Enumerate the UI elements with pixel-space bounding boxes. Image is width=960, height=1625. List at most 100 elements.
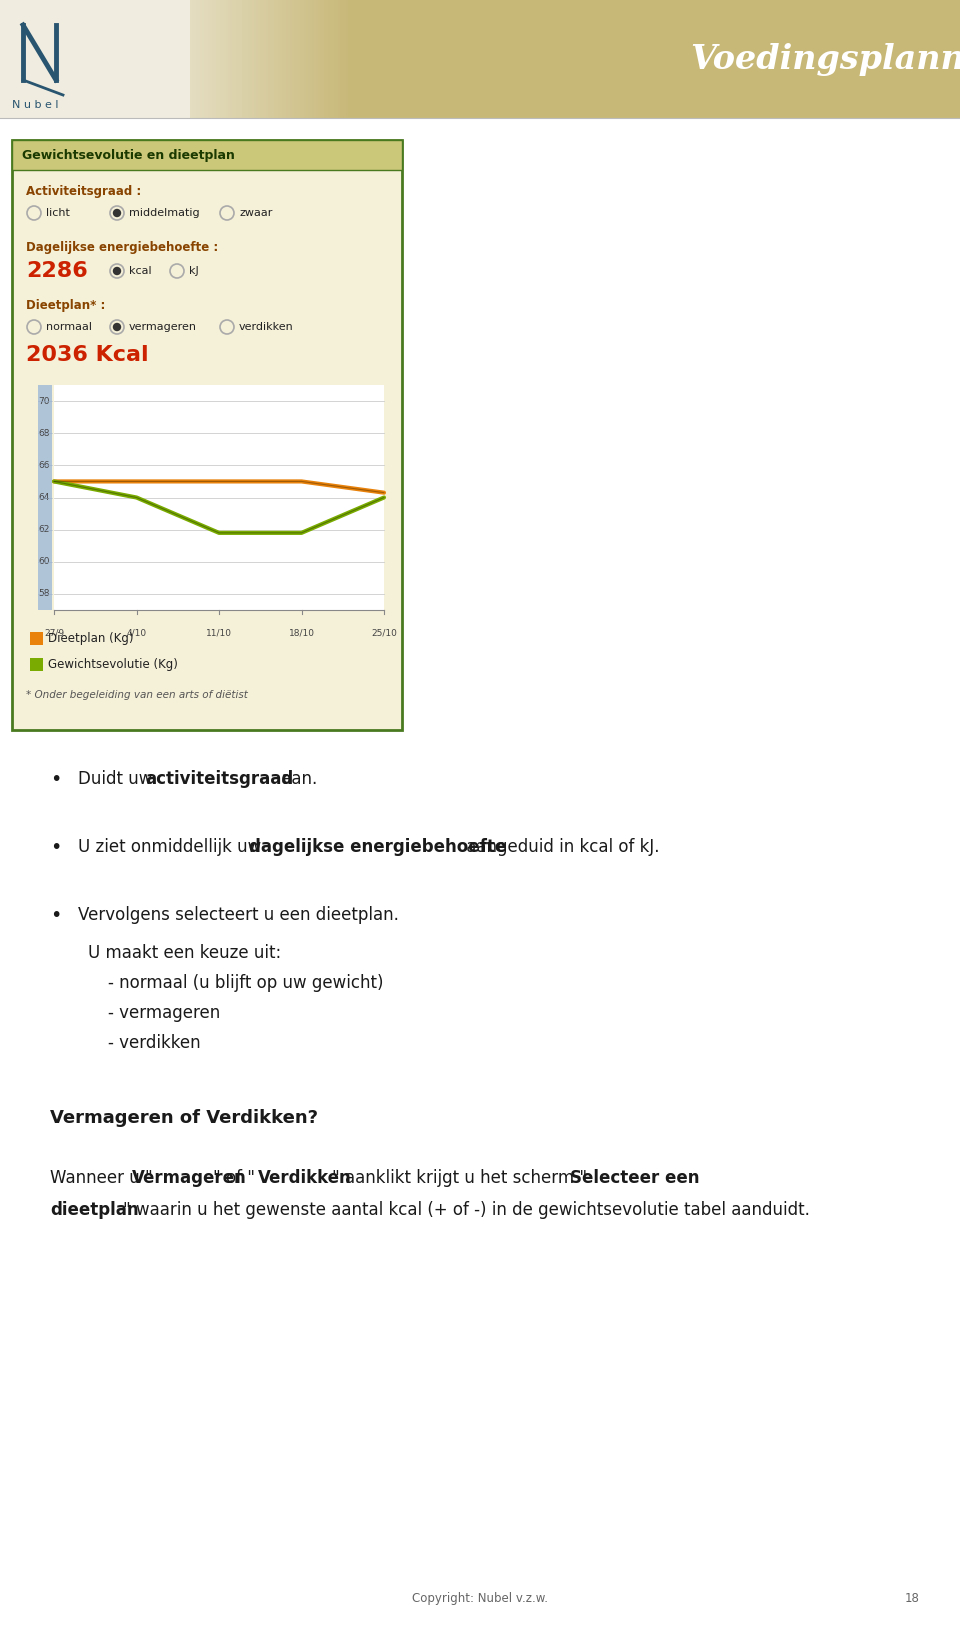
Text: 4/10: 4/10: [127, 627, 147, 637]
Bar: [268, 0, 270, 119]
Text: Gewichtsevolutie en dieetplan: Gewichtsevolutie en dieetplan: [22, 148, 235, 161]
Bar: [12, 140, 402, 171]
Bar: [222, 0, 224, 119]
Text: Dieetplan (Kg): Dieetplan (Kg): [48, 632, 133, 645]
Text: Wanneer u ": Wanneer u ": [50, 1168, 153, 1186]
Bar: [342, 0, 344, 119]
Bar: [30, 632, 43, 645]
Bar: [228, 0, 230, 119]
Bar: [284, 0, 286, 119]
Text: Duidt uw: Duidt uw: [78, 770, 157, 788]
Bar: [190, 0, 192, 119]
Bar: [328, 0, 330, 119]
Bar: [294, 0, 296, 119]
Bar: [38, 385, 52, 609]
Bar: [232, 0, 234, 119]
Bar: [336, 0, 338, 119]
Text: " of ": " of ": [213, 1168, 255, 1186]
Bar: [212, 0, 214, 119]
Bar: [248, 0, 250, 119]
Text: Copyright: Nubel v.z.w.: Copyright: Nubel v.z.w.: [412, 1592, 548, 1606]
Text: vermageren: vermageren: [129, 322, 197, 331]
Bar: [214, 0, 216, 119]
Bar: [282, 0, 284, 119]
Text: - vermageren: - vermageren: [108, 1004, 220, 1022]
Text: dagelijkse energiebehoefte: dagelijkse energiebehoefte: [249, 838, 506, 856]
Text: 60: 60: [38, 557, 50, 565]
Bar: [246, 0, 248, 119]
Bar: [306, 0, 308, 119]
Bar: [54, 385, 384, 609]
Text: •: •: [50, 770, 61, 790]
Text: * Onder begeleiding van een arts of diëtist: * Onder begeleiding van een arts of diët…: [26, 691, 248, 700]
Bar: [264, 0, 266, 119]
Text: 64: 64: [38, 492, 50, 502]
Bar: [296, 0, 298, 119]
Bar: [270, 0, 272, 119]
Bar: [274, 0, 276, 119]
Text: 27/9: 27/9: [44, 627, 64, 637]
Bar: [344, 0, 346, 119]
Bar: [298, 0, 300, 119]
Bar: [290, 0, 292, 119]
Bar: [234, 0, 236, 119]
Text: " aanklikt krijgt u het scherm ": " aanklikt krijgt u het scherm ": [331, 1168, 587, 1186]
Text: Vermageren: Vermageren: [132, 1168, 247, 1186]
Text: 62: 62: [38, 525, 50, 535]
Text: - verdikken: - verdikken: [108, 1034, 201, 1051]
Text: kJ: kJ: [189, 266, 199, 276]
Text: Activiteitsgraad :: Activiteitsgraad :: [26, 185, 141, 198]
Bar: [192, 0, 194, 119]
Text: activiteitsgraad: activiteitsgraad: [145, 770, 293, 788]
Bar: [340, 0, 342, 119]
Text: •: •: [50, 838, 61, 856]
Text: zwaar: zwaar: [239, 208, 273, 218]
Text: N u b e l: N u b e l: [12, 101, 59, 111]
Bar: [312, 0, 314, 119]
Bar: [332, 0, 334, 119]
Text: 18: 18: [905, 1592, 920, 1606]
Text: aan.: aan.: [276, 770, 317, 788]
Text: Vervolgens selecteert u een dieetplan.: Vervolgens selecteert u een dieetplan.: [78, 907, 398, 925]
Text: 2286: 2286: [26, 262, 87, 281]
Text: 58: 58: [38, 590, 50, 598]
Bar: [266, 0, 268, 119]
Bar: [276, 0, 278, 119]
Text: verdikken: verdikken: [239, 322, 294, 331]
Bar: [300, 0, 302, 119]
Text: Gewichtsevolutie (Kg): Gewichtsevolutie (Kg): [48, 658, 178, 671]
Text: Selecteer een: Selecteer een: [569, 1168, 699, 1186]
Bar: [196, 0, 198, 119]
Bar: [254, 0, 256, 119]
Text: normaal: normaal: [46, 322, 92, 331]
Text: aangeduid in kcal of kJ.: aangeduid in kcal of kJ.: [461, 838, 660, 856]
Circle shape: [113, 268, 121, 275]
Text: 25/10: 25/10: [372, 627, 396, 637]
Bar: [286, 0, 288, 119]
Bar: [204, 0, 206, 119]
Text: licht: licht: [46, 208, 70, 218]
Text: U maakt een keuze uit:: U maakt een keuze uit:: [88, 944, 281, 962]
Bar: [302, 0, 304, 119]
Text: 2036 Kcal: 2036 Kcal: [26, 344, 149, 366]
Bar: [330, 0, 332, 119]
Bar: [288, 0, 290, 119]
Text: 18/10: 18/10: [289, 627, 315, 637]
Text: 66: 66: [38, 461, 50, 470]
Bar: [314, 0, 316, 119]
Text: dieetplan: dieetplan: [50, 1201, 138, 1219]
Bar: [244, 0, 246, 119]
Bar: [194, 0, 196, 119]
Text: Voedingsplanner: Voedingsplanner: [690, 44, 960, 76]
Bar: [218, 0, 220, 119]
Bar: [226, 0, 228, 119]
Circle shape: [113, 323, 121, 330]
Bar: [308, 0, 310, 119]
Bar: [252, 0, 254, 119]
Text: 70: 70: [38, 396, 50, 406]
Bar: [346, 0, 348, 119]
Bar: [238, 0, 240, 119]
Text: U ziet onmiddellijk uw: U ziet onmiddellijk uw: [78, 838, 267, 856]
Text: Dieetplan* :: Dieetplan* :: [26, 299, 106, 312]
Bar: [316, 0, 318, 119]
